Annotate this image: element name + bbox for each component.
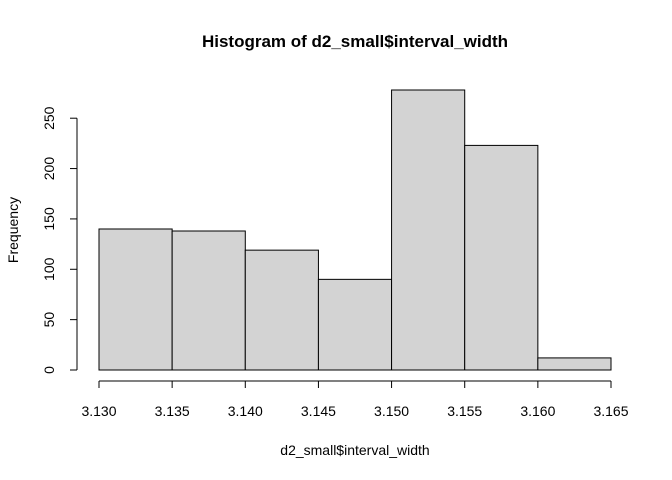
x-tick-label-0: 3.130	[81, 403, 116, 419]
histogram-bar-6	[537, 357, 612, 371]
chart-title: Histogram of d2_small$interval_width	[202, 32, 508, 51]
x-tick-label-4: 3.150	[374, 403, 409, 419]
bars-group	[98, 89, 612, 371]
x-axis-label: d2_small$interval_width	[280, 442, 429, 458]
x-tick-label-3: 3.145	[301, 403, 336, 419]
y-tick-label-0: 0	[41, 366, 57, 374]
histogram-bar-5	[464, 144, 539, 371]
x-tick-label-1: 3.135	[155, 403, 190, 419]
x-tick-label-7: 3.165	[593, 403, 628, 419]
y-tick-label-1: 50	[41, 312, 57, 328]
x-tick-label-2: 3.140	[228, 403, 263, 419]
histogram-bar-3	[317, 278, 393, 371]
y-axis-label: Frequency	[5, 197, 21, 263]
y-tick-label-4: 200	[41, 157, 57, 181]
histogram-bar-2	[244, 249, 319, 371]
x-tick-label-5: 3.155	[447, 403, 482, 419]
histogram-bar-1	[171, 230, 246, 371]
histogram-bar-0	[98, 228, 173, 371]
y-tick-label-3: 150	[41, 207, 57, 231]
y-tick-label-5: 250	[41, 106, 57, 130]
x-tick-label-6: 3.160	[520, 403, 555, 419]
x-axis: 3.130 3.135 3.140 3.145 3.150 3.155 3.160 3.165	[81, 380, 629, 419]
histogram-bar-4	[391, 89, 466, 371]
y-tick-label-2: 100	[41, 257, 57, 281]
y-axis: 0 50 100 150 200 250	[41, 106, 78, 374]
